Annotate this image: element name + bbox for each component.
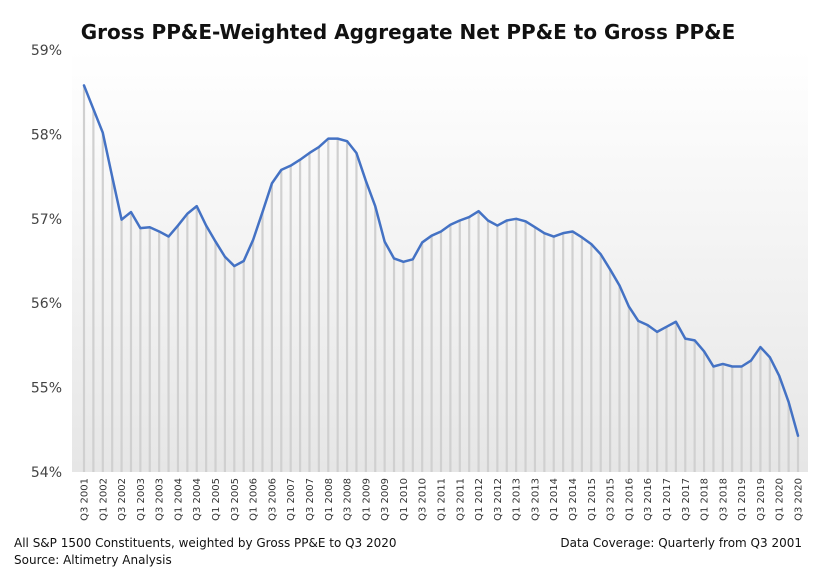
y-tick-label: 57% (31, 212, 62, 228)
x-tick-label: Q1 2018 (700, 478, 711, 521)
x-tick-label: Q1 2011 (437, 478, 448, 521)
y-tick-label: 56% (31, 296, 62, 312)
x-tick-label: Q1 2002 (98, 478, 109, 521)
x-tick-label: Q3 2017 (681, 478, 692, 521)
x-tick-label: Q1 2017 (662, 478, 673, 521)
x-tick-label: Q1 2014 (549, 478, 560, 521)
series-line (82, 84, 800, 437)
x-tick-label: Q1 2003 (136, 478, 147, 521)
x-tick-label: Q1 2006 (249, 478, 260, 521)
x-tick-label: Q3 2015 (606, 478, 617, 521)
x-tick-label: Q1 2010 (399, 478, 410, 521)
footnote-constituents: All S&P 1500 Constituents, weighted by G… (14, 536, 397, 550)
x-tick-label: Q1 2013 (512, 478, 523, 521)
y-axis: 54% 55% 56% 57% 58% 59% (31, 43, 62, 481)
x-tick-label: Q1 2019 (737, 478, 748, 521)
x-tick-label: Q3 2009 (380, 478, 391, 521)
footnote-source: Source: Altimetry Analysis (14, 553, 172, 567)
x-tick-label: Q3 2018 (718, 478, 729, 521)
x-tick-label: Q3 2001 (80, 478, 91, 521)
x-tick-label: Q3 2003 (155, 478, 166, 521)
x-tick-label: Q3 2007 (305, 478, 316, 521)
y-tick-label: 58% (31, 127, 62, 143)
x-tick-label: Q3 2019 (756, 478, 767, 521)
x-tick-label: Q1 2008 (324, 478, 335, 521)
x-tick-label: Q1 2016 (624, 478, 635, 521)
x-tick-label: Q3 2005 (230, 478, 241, 521)
x-tick-label: Q3 2013 (530, 478, 541, 521)
x-tick-label: Q3 2011 (455, 478, 466, 521)
x-tick-label: Q1 2015 (587, 478, 598, 521)
x-tick-label: Q3 2006 (267, 478, 278, 521)
y-tick-label: 59% (31, 43, 62, 59)
x-tick-label: Q1 2012 (474, 478, 485, 521)
x-tick-label: Q3 2020 (794, 478, 805, 521)
x-tick-label: Q3 2004 (192, 478, 203, 521)
x-tick-label: Q1 2005 (211, 478, 222, 521)
x-tick-label: Q3 2008 (343, 478, 354, 521)
x-tick-label: Q1 2004 (173, 478, 184, 521)
x-tick-label: Q3 2010 (418, 478, 429, 521)
x-axis: Q3 2001 Q1 2002 Q3 2002 Q1 2003 Q3 2003 Q1 20… (80, 478, 805, 521)
x-tick-label: Q3 2016 (643, 478, 654, 521)
x-tick-label: Q1 2020 (775, 478, 786, 521)
x-tick-label: Q1 2007 (286, 478, 297, 521)
y-tick-label: 55% (31, 381, 62, 397)
y-tick-label: 54% (31, 465, 62, 481)
x-tick-label: Q3 2014 (568, 478, 579, 521)
drop-lines (82, 85, 800, 472)
footnote-coverage: Data Coverage: Quarterly from Q3 2001 (560, 536, 802, 550)
x-tick-label: Q1 2009 (361, 478, 372, 521)
chart-title: Gross PP&E-Weighted Aggregate Net PP&E t… (80, 20, 736, 44)
x-tick-label: Q3 2012 (493, 478, 504, 521)
x-tick-label: Q3 2002 (117, 478, 128, 521)
